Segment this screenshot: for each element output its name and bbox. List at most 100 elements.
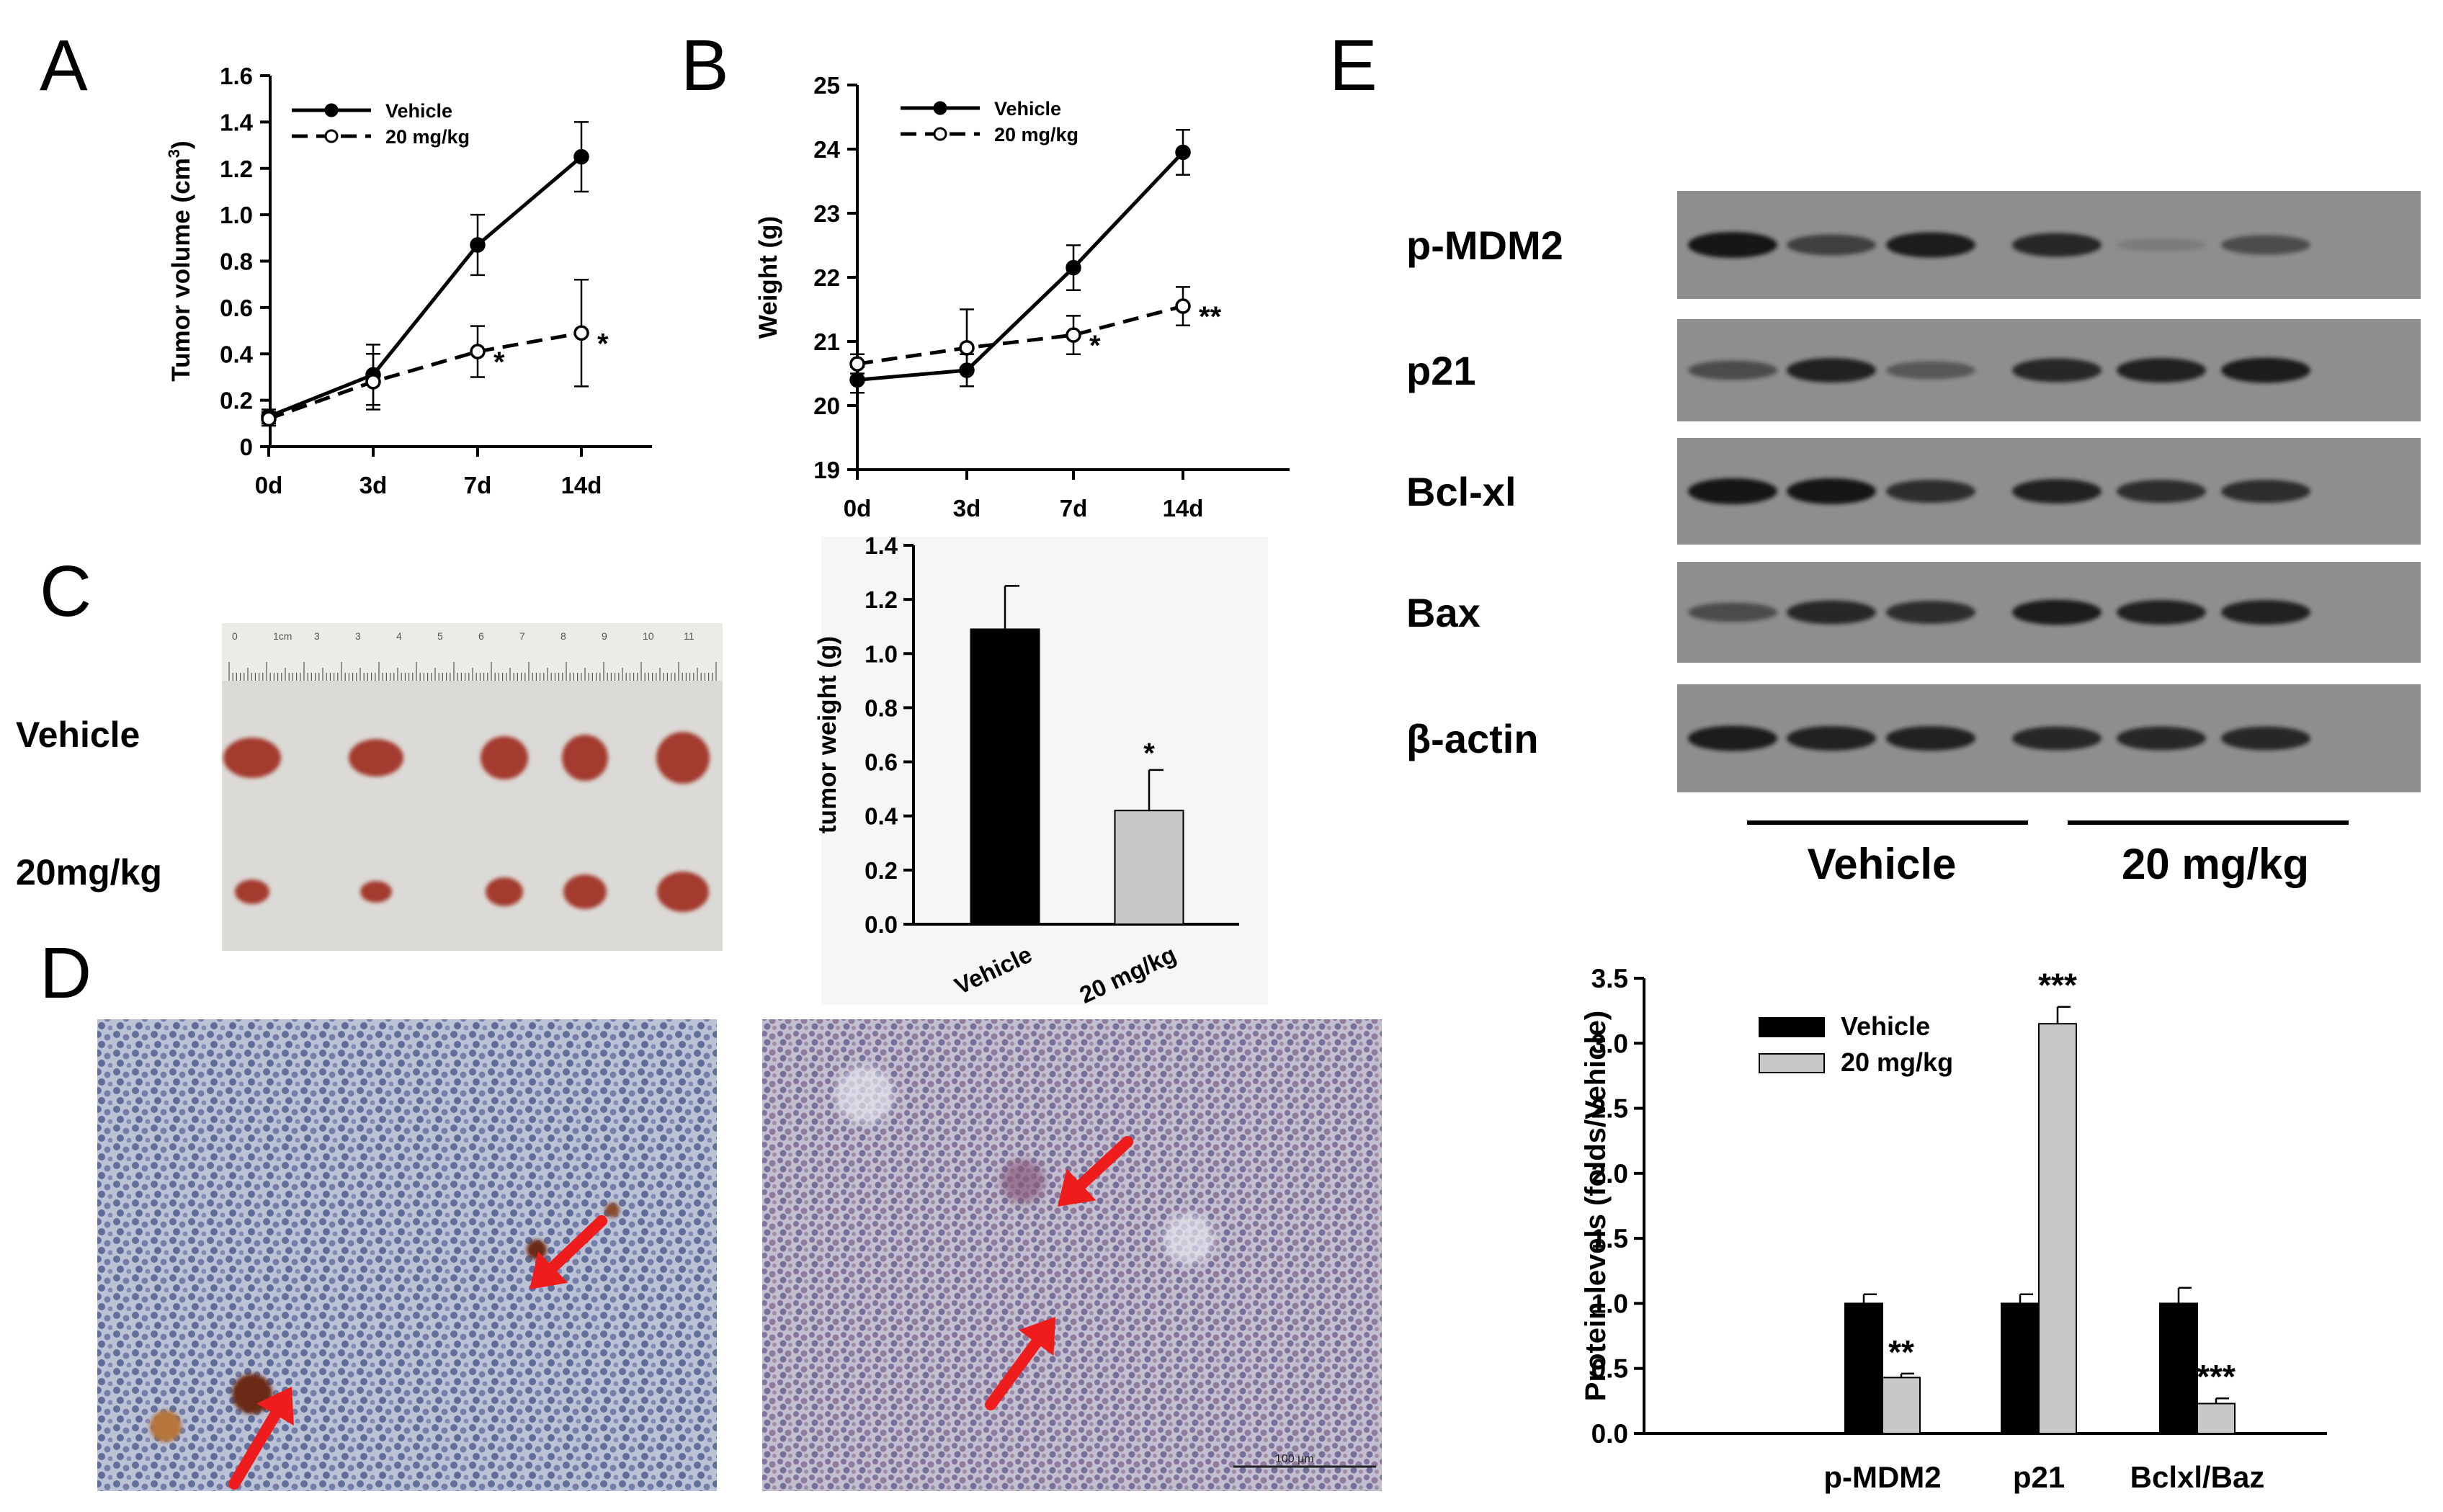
ruler: 0 1cm 3 3 4 5 6 7 8 9 10 11: [228, 630, 717, 681]
y-tick-label: 1.0: [865, 640, 898, 667]
stain-spot: [527, 1240, 547, 1260]
blot-band: [1688, 478, 1777, 504]
photo-row-label-vehicle: Vehicle: [16, 715, 140, 755]
blot-band: [2221, 357, 2310, 383]
ruler-label: 11: [684, 630, 695, 642]
blot-band: [2117, 238, 2206, 252]
y-tick-label: 22: [813, 264, 840, 291]
data-point: [1066, 327, 1081, 343]
blot-band: [2221, 726, 2310, 751]
ruler-label: 7: [519, 630, 525, 642]
legend-label: Vehicle: [1841, 1011, 1930, 1041]
y-axis-label: Weight (g): [754, 216, 782, 339]
bar-treated: [2197, 1403, 2236, 1435]
chart-c-background: [821, 537, 1268, 1005]
x-tick-label: 14d: [561, 472, 602, 498]
legend-label: Vehicle: [385, 100, 452, 122]
y-tick-label: 0.4: [220, 341, 254, 367]
legend-swatch: [1759, 1017, 1825, 1037]
significance-marker: *: [597, 328, 609, 359]
ruler-label: 6: [478, 630, 484, 642]
y-tick-label: 0.8: [865, 694, 898, 721]
y-tick-label: 1.4: [865, 532, 898, 559]
blot-band: [1688, 725, 1777, 751]
data-point: [1066, 259, 1081, 276]
y-axis-label-superscript: 3: [165, 149, 183, 158]
red-arrow-head: [530, 1251, 568, 1289]
y-axis-label-tail: ): [167, 140, 195, 149]
blot-row-label: p-MDM2: [1406, 223, 1563, 268]
y-tick-label: 0.8: [220, 249, 253, 275]
y-tick-label: 1.5: [1591, 1224, 1628, 1253]
group-label-treated: 20 mg/kg: [2122, 840, 2309, 888]
legend-marker: [324, 129, 339, 143]
y-tick-label: 1.2: [220, 156, 253, 182]
data-point: [470, 237, 486, 253]
blot-band: [2012, 233, 2102, 257]
ruler-label: 0: [232, 630, 238, 642]
data-point: [1175, 144, 1191, 161]
tumor-treated: [360, 881, 392, 903]
blot-band: [2012, 599, 2102, 625]
ihc-image-vehicle: [97, 1019, 717, 1491]
y-tick-label: 2.0: [1591, 1159, 1628, 1189]
bar-treated: [1882, 1377, 1921, 1434]
significance-marker: **: [1888, 1333, 1914, 1371]
bar-treated: [1114, 810, 1184, 925]
tumor-treated: [657, 872, 709, 912]
stain-spot: [836, 1066, 893, 1124]
blot-band: [1886, 601, 1975, 624]
red-arrow-shaft: [1075, 1136, 1133, 1191]
y-tick-label: 25: [813, 72, 840, 99]
x-tick-label: 7d: [1060, 495, 1088, 522]
chart-e-protein-levels: 0.0 0.5 1.0 1.5 2.0 2.5 3.0 3.5 Protein levels (…: [1580, 964, 2327, 1494]
y-axis-label: Protein levels (folds/Vehicle): [1580, 1011, 1612, 1401]
tumor-vehicle: [562, 735, 608, 781]
y-tick-label: 0.4: [865, 803, 898, 830]
ruler-label: 3: [355, 630, 361, 642]
red-arrow-head: [1058, 1168, 1097, 1207]
x-tick-label: 14d: [1163, 495, 1204, 522]
stain-spot: [1001, 1160, 1045, 1203]
data-point: [959, 340, 975, 356]
blot-row-label: Bcl-xl: [1406, 469, 1517, 514]
legend-swatch: [1759, 1053, 1825, 1073]
significance-marker: ***: [2197, 1358, 2236, 1395]
y-tick-label: 1.4: [220, 109, 254, 135]
blot-band: [1886, 232, 1975, 258]
blot-band: [1688, 602, 1777, 622]
ruler-label: 5: [437, 630, 443, 642]
ihc-arrows: [228, 1136, 1133, 1490]
ruler-label: 1cm: [273, 630, 292, 642]
tumor-treated: [235, 880, 269, 904]
panel-label-a: A: [40, 25, 88, 106]
y-tick-label: 1.0: [1591, 1289, 1628, 1318]
bar-vehicle: [2159, 1302, 2198, 1435]
red-arrow-shaft: [547, 1215, 607, 1274]
blot-band: [2012, 358, 2102, 383]
scale-bar-label: 100 μm: [1275, 1453, 1314, 1465]
blot-band: [2221, 235, 2310, 255]
blot-row-label: β-actin: [1406, 716, 1539, 761]
y-tick-label: 20: [813, 393, 840, 419]
ruler-label: 4: [396, 630, 402, 642]
red-arrow-shaft: [228, 1408, 282, 1490]
y-tick-label: 3.0: [1591, 1029, 1628, 1058]
series-line-treated: [857, 304, 1184, 366]
stain-spot: [150, 1410, 182, 1442]
blot-band: [2117, 480, 2206, 503]
group-label-vehicle: Vehicle: [1808, 840, 1957, 888]
blot-band: [1886, 361, 1975, 380]
blot-band: [2117, 726, 2206, 751]
blot-band: [1787, 726, 1876, 751]
y-tick-label: 0.0: [1591, 1419, 1628, 1449]
blot-band: [1886, 480, 1975, 503]
data-point: [365, 374, 381, 390]
chart-a-tumor-volume: 0 0.2 0.4 0.6 0.8 1.0 1.2 1.4 1.6 0d 3d 7d 14d Tumor …: [165, 63, 652, 498]
y-axis-label: tumor weight (g): [813, 636, 841, 833]
x-tick-label: p21: [2013, 1460, 2065, 1494]
panel-label-b: B: [681, 25, 729, 106]
bar-treated: [2038, 1023, 2077, 1434]
photo-row-label-treated: 20mg/kg: [16, 852, 162, 893]
